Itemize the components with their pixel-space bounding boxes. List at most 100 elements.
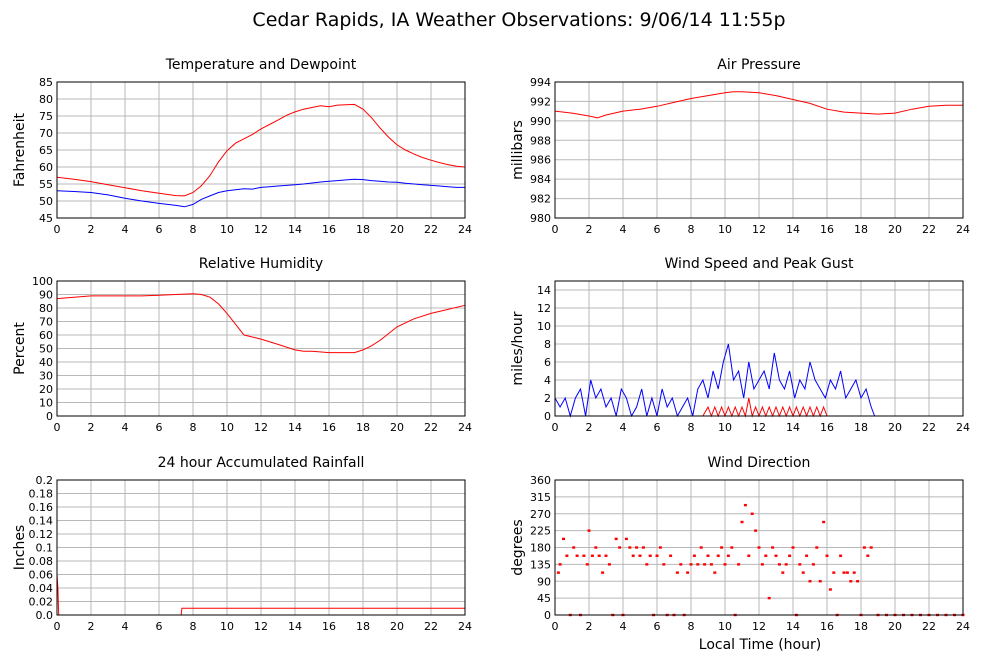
wind-direction-point: [805, 554, 809, 557]
wind-speed-y-tick-label: 0: [544, 410, 551, 423]
wind-direction-point: [791, 546, 795, 549]
shared-x-axis-title: Local Time (hour): [699, 637, 821, 653]
temperature-x-tick-label: 2: [88, 223, 95, 236]
pressure-x-tick-label: 8: [688, 223, 695, 236]
wind-direction-y-tick-label: 360: [530, 474, 551, 487]
wind-direction-point: [808, 580, 812, 583]
pressure-x-tick-label: 24: [956, 223, 970, 236]
rainfall-x-tick-label: 2: [88, 620, 95, 633]
wind-direction-point: [811, 563, 815, 566]
wind-direction-point: [764, 554, 768, 557]
wind-direction-point: [740, 520, 744, 524]
humidity-y-tick-label: 40: [39, 356, 53, 369]
rainfall-y-tick-label: 0.16: [29, 501, 54, 514]
rainfall-x-tick-label: 10: [220, 620, 234, 633]
wind-direction-point: [669, 554, 673, 557]
wind-direction-y-tick-label: 270: [530, 508, 551, 521]
wind-direction-point: [750, 512, 754, 515]
humidity-y-tick-label: 30: [39, 370, 53, 383]
wind-direction-point: [618, 546, 622, 549]
rainfall-x-tick-label: 6: [156, 620, 163, 633]
pressure-x-tick-label: 18: [854, 223, 868, 236]
page-title: Cedar Rapids, IA Weather Observations: 9…: [252, 9, 785, 31]
wind-direction-point: [648, 554, 652, 557]
wind-speed-x-tick-label: 10: [718, 421, 732, 434]
wind-direction-y-tick-label: 315: [530, 491, 551, 504]
wind-direction-point: [703, 563, 707, 566]
pressure-y-tick-label: 992: [530, 95, 551, 108]
wind-direction-point: [585, 563, 589, 566]
wind-direction-point: [723, 563, 727, 566]
rainfall-y-tick-label: 0.08: [29, 555, 54, 568]
rainfall-x-tick-label: 14: [288, 620, 302, 633]
pressure-x-tick-label: 12: [752, 223, 766, 236]
pressure-y-axis-label: millibars: [510, 120, 526, 180]
wind-direction-x-tick-label: 16: [820, 620, 834, 633]
wind-direction-point: [628, 546, 632, 549]
wind-direction-point: [679, 563, 683, 566]
wind-direction-point: [587, 529, 591, 532]
rainfall-x-tick-label: 22: [424, 620, 438, 633]
wind-direction-point: [767, 596, 771, 600]
wind-direction-y-tick-label: 45: [537, 592, 551, 605]
wind-speed-x-tick-label: 16: [820, 421, 834, 434]
rainfall-y-tick-label: 0.0: [36, 609, 54, 622]
rainfall-y-tick-label: 0.06: [29, 569, 54, 582]
pressure-x-tick-label: 2: [586, 223, 593, 236]
rainfall-y-tick-label: 0.18: [29, 488, 54, 501]
pressure-x-tick-label: 10: [718, 223, 732, 236]
wind-direction-point: [818, 580, 822, 583]
wind-direction-point: [781, 571, 785, 574]
temperature-series-line-1: [56, 178, 465, 208]
wind-direction-point: [558, 563, 562, 566]
temperature-x-tick-label: 18: [356, 223, 370, 236]
wind-direction-x-tick-label: 6: [654, 620, 661, 633]
wind-direction-point: [743, 503, 747, 507]
wind-direction-point: [801, 571, 805, 574]
temperature-x-tick-label: 20: [390, 223, 404, 236]
wind-direction-x-tick-label: 8: [688, 620, 695, 633]
wind-direction-point: [696, 563, 700, 566]
pressure-x-tick-label: 16: [820, 223, 834, 236]
rainfall-x-tick-label: 18: [356, 620, 370, 633]
pressure-y-tick-label: 982: [530, 193, 551, 206]
wind-direction-point: [760, 563, 764, 566]
humidity-x-tick-label: 22: [424, 421, 438, 434]
wind-direction-point: [692, 554, 696, 557]
temperature-x-tick-label: 6: [156, 223, 163, 236]
wind-speed-frame: [554, 280, 964, 417]
wind-speed-x-tick-label: 24: [956, 421, 970, 434]
wind-direction-point: [641, 546, 645, 549]
wind-direction-point: [849, 580, 853, 583]
wind-direction-point: [788, 554, 792, 557]
wind-speed-x-tick-label: 12: [752, 421, 766, 434]
wind-direction-point: [842, 571, 846, 574]
temperature-y-tick-label: 85: [39, 76, 53, 89]
wind-direction-x-tick-label: 4: [620, 620, 627, 633]
humidity-x-tick-label: 16: [322, 421, 336, 434]
temperature-y-tick-label: 45: [39, 212, 53, 225]
temperature-y-tick-label: 65: [39, 144, 53, 157]
wind-direction-point: [604, 554, 608, 557]
pressure-x-tick-label: 22: [922, 223, 936, 236]
pressure-x-tick-label: 0: [552, 223, 559, 236]
wind-direction-x-tick-label: 24: [956, 620, 970, 633]
temperature-y-tick-label: 60: [39, 161, 53, 174]
pressure-y-tick-label: 980: [530, 212, 551, 225]
wind-direction-point: [798, 563, 802, 566]
rainfall-y-tick-label: 0.12: [29, 528, 54, 541]
wind-direction-point: [662, 563, 666, 566]
humidity-x-tick-label: 4: [122, 421, 129, 434]
pressure-x-tick-label: 14: [786, 223, 800, 236]
temperature-y-tick-label: 50: [39, 195, 53, 208]
rainfall-y-tick-label: 0.1: [36, 542, 54, 555]
humidity-frame: [56, 280, 466, 417]
wind-direction-x-tick-label: 10: [718, 620, 732, 633]
pressure-frame: [554, 81, 964, 219]
wind-speed-y-axis-label: miles/hour: [510, 311, 526, 385]
wind-direction-x-tick-label: 14: [786, 620, 800, 633]
